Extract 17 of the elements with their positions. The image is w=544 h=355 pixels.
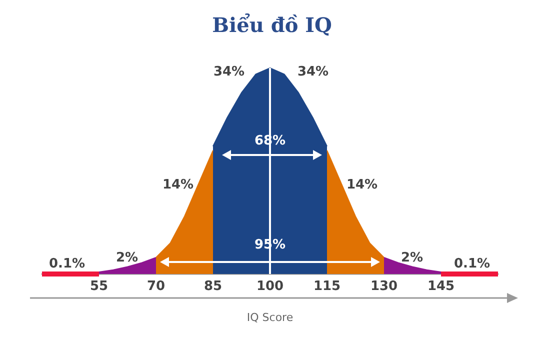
chart-title: Biểu đồ IQ — [212, 13, 332, 37]
annotation: 14% — [346, 178, 378, 192]
x-tick-label: 70 — [146, 279, 166, 294]
annotation: 2% — [400, 250, 424, 266]
annotation: 0.1% — [48, 256, 86, 272]
x-tick-label: 55 — [90, 279, 108, 294]
x-tick-label: 115 — [313, 279, 341, 294]
x-tick-label: 130 — [370, 279, 398, 294]
annotation: 34% — [297, 64, 329, 80]
annotation: 14% — [162, 178, 194, 192]
annotation: 0.1% — [454, 256, 490, 272]
annotation: 2% — [116, 250, 138, 266]
x-axis-title: IQ Score — [246, 311, 294, 324]
annotation: 34% — [213, 64, 245, 80]
x-tick-label: 100 — [256, 279, 284, 294]
x-tick-label: 85 — [204, 279, 222, 294]
x-tick-label: 145 — [427, 279, 455, 294]
